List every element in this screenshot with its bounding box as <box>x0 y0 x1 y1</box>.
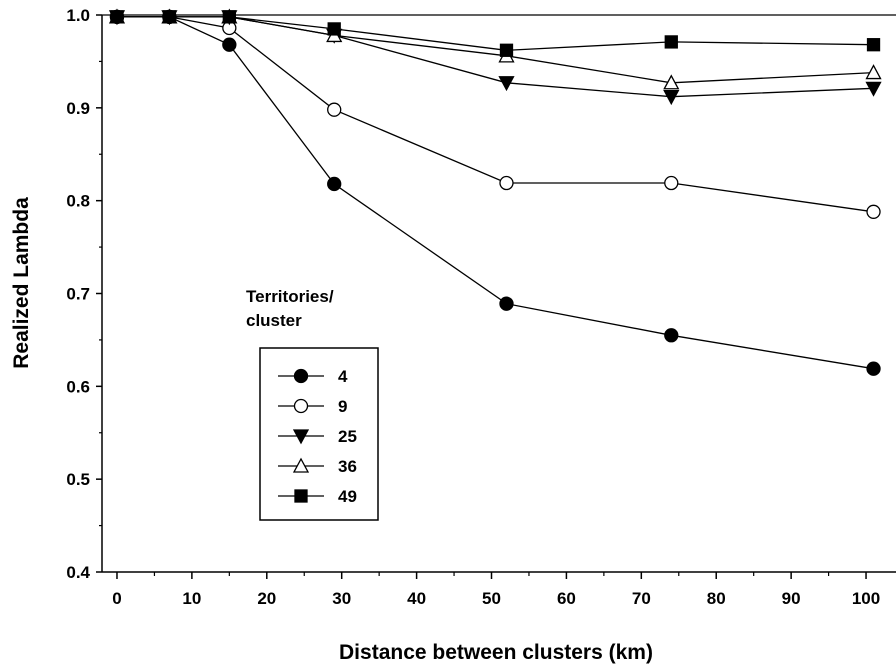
legend-marker <box>292 429 310 445</box>
data-point <box>499 175 514 191</box>
data-point <box>663 74 680 90</box>
data-point <box>110 10 124 24</box>
data-point <box>222 37 237 52</box>
x-tick-label: 80 <box>707 589 726 608</box>
data-point <box>498 76 515 92</box>
data-point <box>222 10 236 24</box>
data-point <box>162 10 177 24</box>
legend-item: 49 <box>278 487 357 506</box>
data-point <box>664 175 679 191</box>
data-point <box>664 328 679 343</box>
y-tick-label: 1.0 <box>66 6 90 25</box>
series-49 <box>110 10 881 57</box>
x-tick-label: 20 <box>257 589 276 608</box>
x-tick-label: 40 <box>407 589 426 608</box>
x-tick-label: 30 <box>332 589 351 608</box>
legend-label: 49 <box>338 487 357 506</box>
data-point <box>327 176 342 192</box>
legend-title-line: Territories/ <box>246 287 334 306</box>
legend-marker <box>293 368 309 384</box>
legend-item: 25 <box>278 427 357 446</box>
x-tick-label: 70 <box>632 589 651 608</box>
data-point <box>327 22 341 36</box>
legend-item: 36 <box>278 457 357 476</box>
legend-title-line: cluster <box>246 311 302 330</box>
data-point <box>663 90 680 106</box>
data-point <box>499 296 514 311</box>
y-tick-label: 0.5 <box>66 470 90 489</box>
data-point <box>865 81 882 97</box>
series-line <box>117 16 874 370</box>
axes: 0.4 0.5 0.6 0.7 0.8 0.9 1.0 0 10 20 30 40 50 60 70 80 90… <box>66 6 896 608</box>
series-4 <box>109 9 881 376</box>
data-point <box>664 35 678 49</box>
x-tick-label: 10 <box>182 589 201 608</box>
legend-label: 9 <box>338 397 347 416</box>
x-tick-label: 100 <box>852 589 880 608</box>
y-tick-label: 0.4 <box>66 563 90 582</box>
y-tick-label: 0.7 <box>66 285 90 304</box>
y-tick-label: 0.6 <box>66 377 90 396</box>
legend-label: 4 <box>338 367 348 386</box>
legend-marker <box>292 457 310 473</box>
data-point <box>866 38 881 52</box>
y-tick-label: 0.8 <box>66 192 90 211</box>
legend-label: 36 <box>338 457 357 476</box>
data-point <box>866 361 881 376</box>
x-tick-label: 0 <box>112 589 121 608</box>
y-tick-label: 0.9 <box>66 99 90 118</box>
legend-label: 25 <box>338 427 357 446</box>
data-point <box>327 102 342 117</box>
legend-title: Territories/cluster <box>246 287 334 330</box>
x-tick-label: 60 <box>557 589 576 608</box>
x-tick-label: 90 <box>782 589 801 608</box>
x-axis-title: Distance between clusters (km) <box>339 641 653 664</box>
data-point <box>866 204 881 219</box>
legend-box <box>259 347 379 521</box>
legend-marker <box>293 398 309 414</box>
data-point <box>865 64 882 80</box>
data-point <box>499 43 514 57</box>
legend-item: 9 <box>278 397 347 416</box>
series-layer <box>108 8 882 376</box>
legend-marker <box>294 489 308 503</box>
x-tick-label: 50 <box>482 589 501 608</box>
legend-item: 4 <box>278 367 348 386</box>
y-axis-title: Realized Lambda <box>10 197 33 369</box>
